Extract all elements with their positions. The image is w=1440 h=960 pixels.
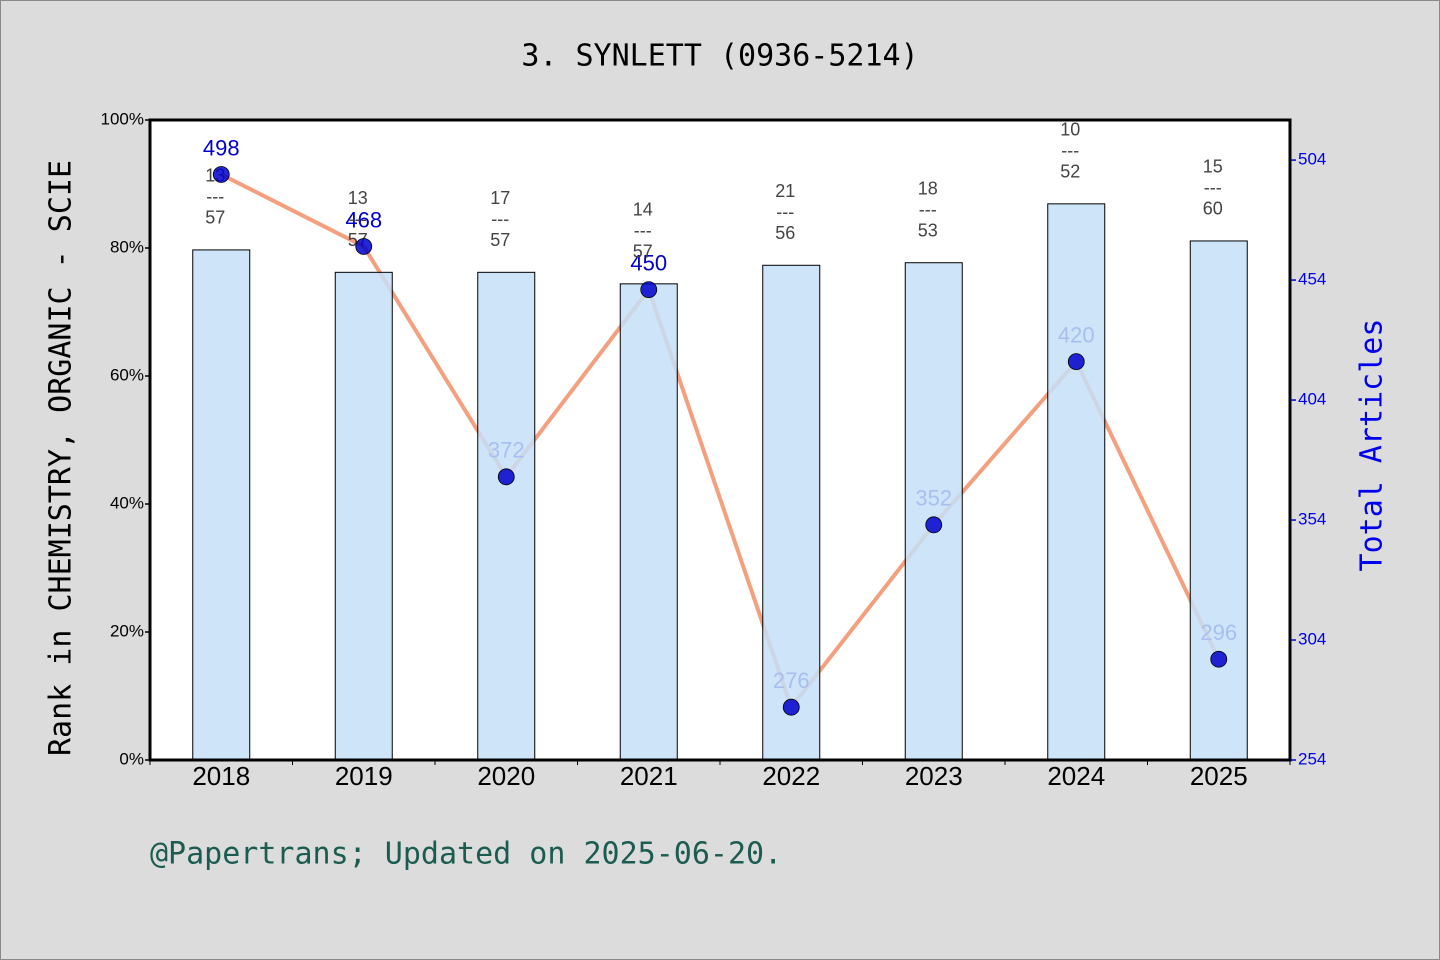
plot-area bbox=[150, 120, 1290, 760]
y2-tick-label: 454 bbox=[1298, 270, 1326, 289]
rank-label: 15 bbox=[1203, 157, 1223, 177]
rank-label: 60 bbox=[1203, 199, 1223, 219]
rank-label: 56 bbox=[775, 223, 795, 243]
y-tick-label: 20% bbox=[110, 621, 144, 640]
bar bbox=[904, 262, 963, 761]
y-tick-label: 80% bbox=[110, 237, 144, 256]
y2-tick-label: 404 bbox=[1298, 390, 1326, 409]
rank-label: 53 bbox=[918, 220, 938, 240]
rank-label: 10 bbox=[1060, 120, 1080, 140]
plot-border bbox=[148, 118, 1292, 762]
rank-label: 52 bbox=[1060, 162, 1080, 182]
y2-tick-label: 304 bbox=[1298, 629, 1326, 648]
rank-separator: --- bbox=[206, 187, 224, 207]
point bbox=[1210, 650, 1228, 668]
point bbox=[1067, 353, 1085, 371]
point-label: 498 bbox=[203, 135, 240, 160]
rank-separator: --- bbox=[349, 209, 367, 229]
x-tick-label: 2024 bbox=[1047, 761, 1105, 791]
rank-label: 14 bbox=[633, 200, 653, 220]
y2-axis-label: Total Articles bbox=[1355, 319, 1390, 572]
point bbox=[355, 238, 373, 255]
y-tick-label: 100% bbox=[101, 109, 144, 128]
x-tick-label: 2020 bbox=[477, 761, 535, 791]
rank-label: 57 bbox=[633, 242, 653, 262]
point-label: 450 bbox=[630, 250, 667, 275]
bar bbox=[334, 271, 393, 761]
bar bbox=[1189, 240, 1248, 761]
y-tick-label: 40% bbox=[110, 493, 144, 512]
y2-tick-label: 254 bbox=[1298, 749, 1326, 768]
point bbox=[640, 281, 658, 299]
bar bbox=[192, 249, 251, 761]
footer: @Papertrans; Updated on 2025-06-20. bbox=[150, 837, 782, 872]
rank-label: 13 bbox=[348, 188, 368, 208]
y2-tick-label: 504 bbox=[1298, 150, 1326, 169]
rank-label: 18 bbox=[918, 178, 938, 198]
rank-label: 21 bbox=[775, 181, 795, 201]
y-tick-label: 60% bbox=[110, 365, 144, 384]
y-tick-label: 0% bbox=[119, 749, 144, 768]
x-tick-label: 2018 bbox=[192, 761, 250, 791]
rank-label: 57 bbox=[205, 208, 225, 228]
rank-separator: --- bbox=[1204, 178, 1222, 198]
chart-title: 3. SYNLETT (0936-5214) bbox=[521, 39, 918, 74]
rank-separator: --- bbox=[1061, 141, 1079, 161]
rank-separator: --- bbox=[634, 221, 652, 241]
point bbox=[212, 166, 230, 183]
rank-label: 17 bbox=[490, 188, 510, 208]
y-axis-label: Rank in CHEMISTRY, ORGANIC - SCIE bbox=[44, 160, 79, 756]
bar bbox=[762, 264, 821, 761]
rank-separator: --- bbox=[776, 202, 794, 222]
x-tick-label: 2021 bbox=[620, 761, 678, 791]
point bbox=[782, 698, 800, 716]
x-tick-label: 2022 bbox=[762, 761, 820, 791]
x-tick-label: 2025 bbox=[1190, 761, 1248, 791]
bar bbox=[1047, 203, 1106, 761]
point bbox=[925, 516, 943, 534]
bar bbox=[477, 271, 536, 761]
x-tick-label: 2019 bbox=[335, 761, 393, 791]
point-label: 468 bbox=[345, 207, 382, 232]
rank-label: 57 bbox=[490, 230, 510, 250]
y2-tick-label: 354 bbox=[1298, 510, 1326, 529]
rank-separator: --- bbox=[919, 199, 937, 219]
rank-separator: --- bbox=[491, 209, 509, 229]
x-tick-label: 2023 bbox=[905, 761, 963, 791]
point bbox=[497, 468, 515, 486]
bar bbox=[619, 283, 678, 761]
